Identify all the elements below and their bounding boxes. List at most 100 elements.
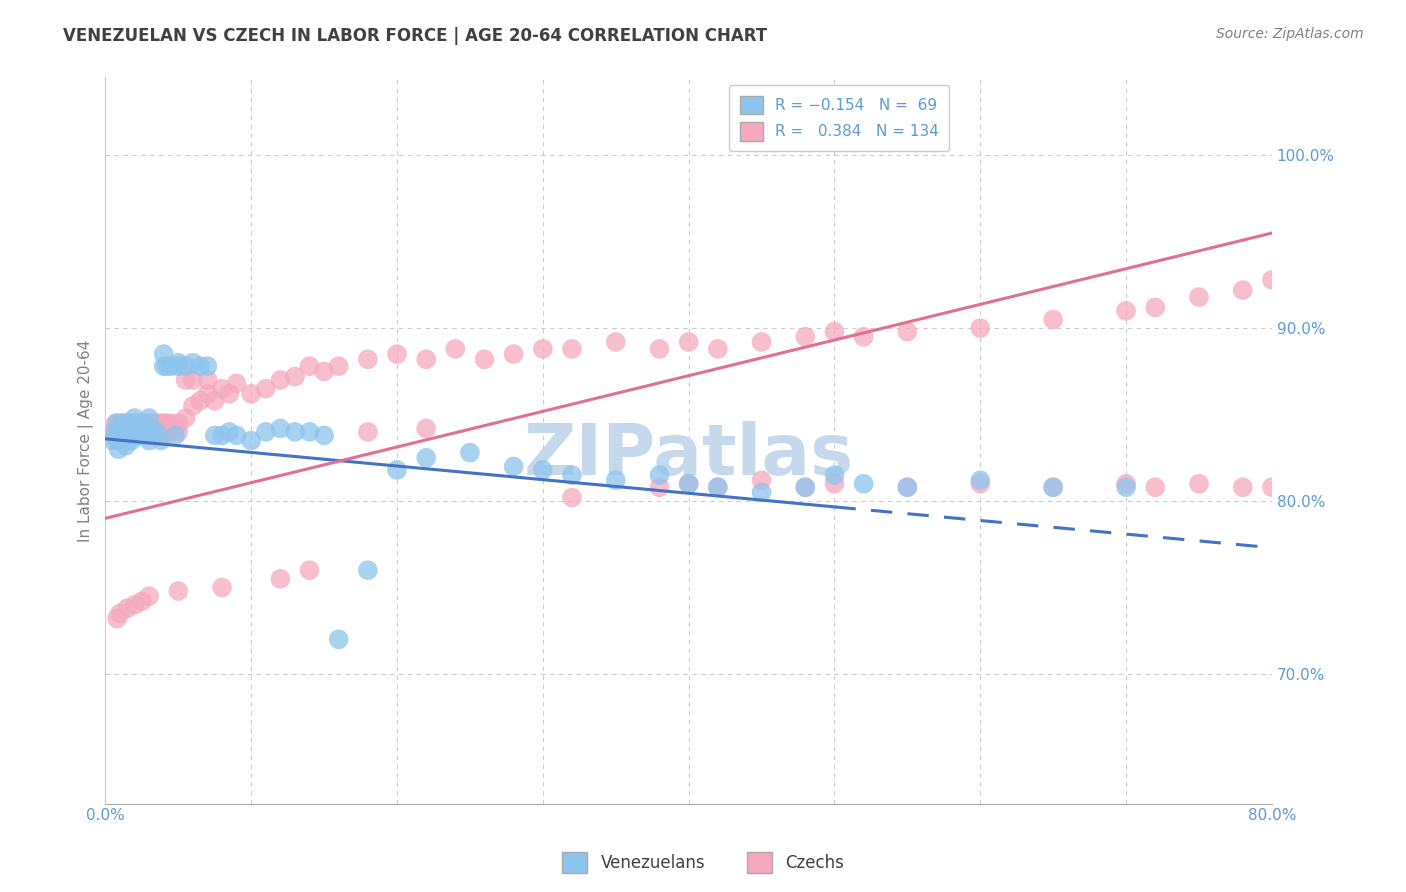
Point — [120, 428, 142, 442]
Point — [211, 581, 233, 595]
Point — [474, 352, 496, 367]
Point — [357, 563, 380, 577]
Point — [269, 421, 291, 435]
Point — [896, 325, 918, 339]
Point — [707, 480, 730, 494]
Point — [108, 434, 131, 448]
Point — [1144, 480, 1167, 494]
Point — [254, 382, 277, 396]
Point — [531, 342, 554, 356]
Point — [502, 459, 524, 474]
Point — [314, 364, 336, 378]
Point — [794, 480, 817, 494]
Point — [1319, 480, 1341, 494]
Point — [1144, 301, 1167, 315]
Point — [1232, 480, 1254, 494]
Point — [1289, 476, 1312, 491]
Point — [678, 334, 700, 349]
Point — [127, 416, 149, 430]
Point — [204, 393, 226, 408]
Point — [120, 421, 142, 435]
Point — [678, 476, 700, 491]
Point — [105, 434, 128, 448]
Point — [969, 473, 991, 487]
Point — [112, 428, 135, 442]
Point — [1261, 273, 1284, 287]
Point — [121, 416, 143, 430]
Point — [225, 376, 247, 391]
Point — [121, 416, 143, 430]
Point — [415, 352, 437, 367]
Point — [531, 463, 554, 477]
Point — [131, 416, 153, 430]
Point — [160, 416, 183, 430]
Point — [138, 428, 160, 442]
Point — [131, 425, 153, 439]
Point — [823, 325, 845, 339]
Point — [269, 572, 291, 586]
Point — [101, 425, 124, 439]
Point — [135, 416, 157, 430]
Point — [385, 347, 408, 361]
Point — [141, 416, 163, 430]
Point — [105, 425, 128, 439]
Point — [181, 399, 204, 413]
Point — [174, 411, 197, 425]
Point — [135, 425, 157, 439]
Point — [751, 334, 773, 349]
Point — [218, 425, 240, 439]
Point — [218, 387, 240, 401]
Point — [561, 342, 583, 356]
Point — [794, 480, 817, 494]
Point — [149, 425, 172, 439]
Point — [707, 480, 730, 494]
Point — [1348, 248, 1371, 262]
Point — [707, 342, 730, 356]
Point — [127, 416, 149, 430]
Point — [104, 425, 127, 439]
Point — [1319, 255, 1341, 269]
Point — [118, 425, 141, 439]
Point — [107, 421, 129, 435]
Point — [240, 387, 263, 401]
Point — [138, 589, 160, 603]
Point — [969, 476, 991, 491]
Point — [152, 428, 174, 442]
Point — [298, 425, 321, 439]
Point — [138, 434, 160, 448]
Point — [1042, 312, 1064, 326]
Point — [145, 416, 167, 430]
Point — [385, 463, 408, 477]
Point — [159, 425, 181, 439]
Y-axis label: In Labor Force | Age 20-64: In Labor Force | Age 20-64 — [79, 339, 94, 541]
Point — [117, 416, 139, 430]
Point — [896, 480, 918, 494]
Point — [167, 425, 190, 439]
Point — [114, 425, 136, 439]
Point — [131, 594, 153, 608]
Point — [1115, 476, 1137, 491]
Point — [852, 330, 875, 344]
Point — [127, 425, 149, 439]
Point — [131, 425, 153, 439]
Point — [124, 598, 146, 612]
Point — [1232, 283, 1254, 297]
Point — [240, 434, 263, 448]
Point — [1261, 480, 1284, 494]
Point — [648, 480, 671, 494]
Point — [125, 421, 148, 435]
Point — [103, 428, 125, 442]
Point — [174, 359, 197, 374]
Point — [122, 425, 145, 439]
Point — [648, 342, 671, 356]
Point — [458, 445, 481, 459]
Point — [134, 428, 156, 442]
Point — [111, 416, 134, 430]
Point — [108, 416, 131, 430]
Point — [117, 428, 139, 442]
Point — [852, 476, 875, 491]
Point — [181, 373, 204, 387]
Point — [197, 359, 219, 374]
Point — [135, 425, 157, 439]
Point — [357, 352, 380, 367]
